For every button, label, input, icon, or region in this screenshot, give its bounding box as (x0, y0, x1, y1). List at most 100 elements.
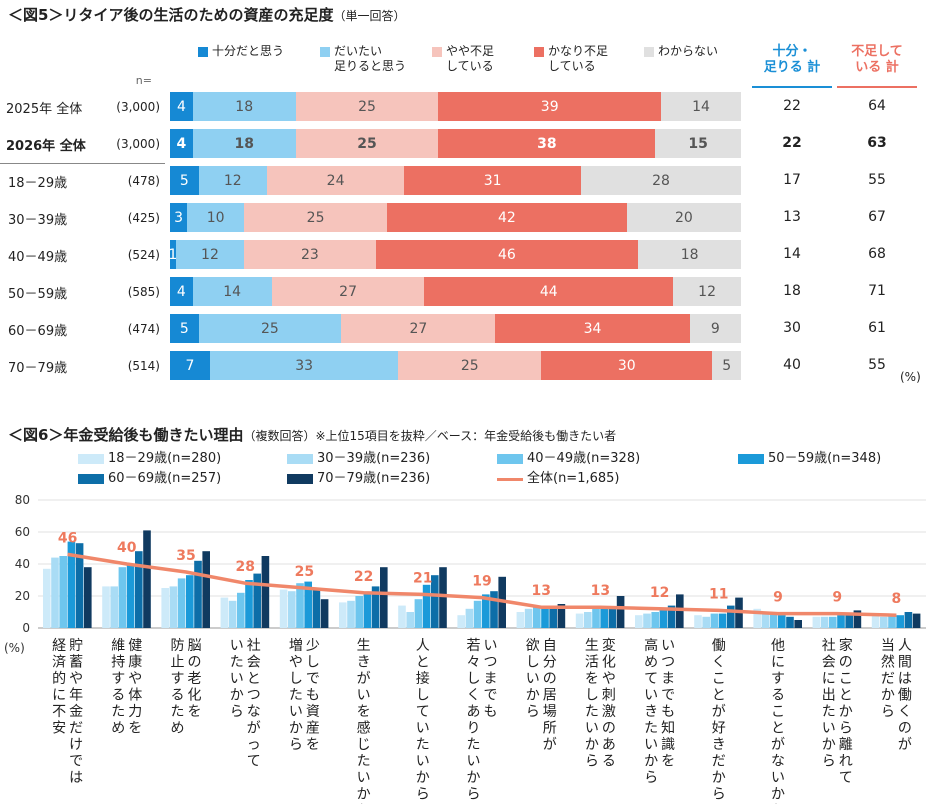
enough-total: 30 (783, 320, 801, 336)
category-label-char: は (69, 770, 83, 786)
bar-segment: 25 (295, 92, 439, 121)
bar (829, 616, 837, 628)
category-label-char: た (289, 688, 303, 704)
bar-segment: 18 (192, 92, 296, 121)
bar-segment: 1 (168, 240, 177, 269)
bar-segment: 5 (170, 166, 199, 195)
category-label-char: 産 (306, 721, 320, 737)
bar-segment: 38 (438, 129, 656, 158)
category-label-char: た (644, 721, 658, 737)
fig5-title: ＜図5＞リタイア後の生活のための資産の充足度（単一回答） (8, 4, 405, 25)
category-label-char: く (712, 655, 726, 671)
category-label-char: い (416, 721, 430, 737)
bar (769, 613, 778, 628)
category-label-char: を (585, 671, 599, 687)
category-label-char: け (69, 737, 83, 753)
category-label-char: と (247, 671, 261, 687)
bar (118, 567, 127, 628)
legend-swatch (287, 474, 313, 484)
row-divider (0, 163, 165, 164)
category-label-char: い (644, 737, 658, 753)
legend-label: 全体(n=1,685) (527, 471, 620, 486)
bar (304, 581, 312, 628)
category-label-char: ら (839, 721, 853, 737)
row-n: (478) (127, 174, 160, 188)
bar (482, 594, 490, 628)
category-label-char: で (306, 671, 320, 687)
row-n: (425) (127, 211, 160, 225)
category-label-char: 持 (111, 655, 125, 671)
bar-segment: 10 (187, 203, 245, 232)
bar (465, 608, 474, 628)
category-label-char: が (712, 704, 726, 720)
category-label-char: め (171, 721, 185, 737)
category-label-char: め (111, 721, 125, 737)
category-label-char: 体 (128, 688, 142, 704)
bar-segment: 15 (655, 129, 741, 158)
fig6-legend-item: 全体(n=1,685) (497, 471, 620, 486)
bar (253, 573, 261, 628)
bar-segment: 18 (638, 240, 741, 269)
category-label-char: き (357, 655, 371, 671)
bar (710, 613, 719, 628)
category-label-char: な (771, 754, 785, 770)
category-label-char: 居 (543, 688, 557, 704)
y-tick-label: 60 (15, 525, 30, 539)
category-label-char: 会 (822, 655, 836, 671)
category-label-char: と (712, 688, 726, 704)
legend-label: 30－39歳(n=236) (317, 451, 431, 466)
bar-segment: 5 (170, 314, 199, 343)
row-label: 70－79歳 (8, 361, 68, 376)
category-label-char: 年 (69, 688, 83, 704)
bar-segment: 5 (712, 351, 741, 380)
short-total: 68 (868, 246, 886, 262)
category-label-char: い (484, 638, 498, 654)
legend-label: 十分だと思う (212, 44, 285, 58)
category-label-char: 済 (52, 655, 66, 671)
bar (837, 615, 845, 628)
bar (702, 616, 710, 628)
category-label-char: 働 (898, 688, 912, 704)
bar (110, 586, 118, 628)
category-label-char: も (484, 704, 498, 720)
bar (490, 591, 498, 628)
short-total: 64 (868, 98, 886, 114)
bar (549, 607, 557, 628)
bar (524, 608, 533, 628)
legend-label: わからない (658, 44, 719, 58)
category-label-char: ら (585, 754, 599, 770)
category-label-char: が (543, 737, 557, 753)
bar (904, 612, 913, 628)
category-label-char: 活 (585, 655, 599, 671)
row-label: 18－29歳 (8, 176, 68, 191)
category-label-char: 好 (712, 721, 726, 737)
legend-label: かなり不足 している (548, 44, 609, 73)
category-label-char: ら (289, 737, 303, 753)
fig6-legend-item: 40－49歳(n=328) (497, 451, 640, 466)
data-label: 22 (354, 569, 373, 585)
bar (880, 616, 888, 628)
category-label-char: ら (822, 754, 836, 770)
bar (126, 564, 135, 628)
bar (288, 591, 296, 628)
bar (320, 599, 329, 628)
category-label-char: か (771, 787, 785, 803)
bar (727, 605, 735, 628)
row-label: 50－59歳 (8, 287, 68, 302)
category-label-char: し (416, 688, 430, 704)
bar-segment: 24 (267, 166, 405, 195)
bar (871, 615, 880, 628)
bar (355, 596, 363, 628)
category-label-char: 分 (543, 655, 557, 671)
category-label-char: ら (416, 787, 430, 803)
bar-segment: 12 (175, 240, 245, 269)
row-label: 30－39歳 (8, 213, 68, 228)
fig5-unit: (%) (900, 370, 921, 384)
category-label-char: い (416, 754, 430, 770)
data-label: 35 (176, 548, 195, 564)
stacked-bar: 4 18 25 38 15 (170, 129, 741, 158)
category-label-char: と (839, 688, 853, 704)
bar (169, 586, 178, 628)
bar (135, 551, 143, 628)
category-label-char: 自 (543, 638, 557, 654)
